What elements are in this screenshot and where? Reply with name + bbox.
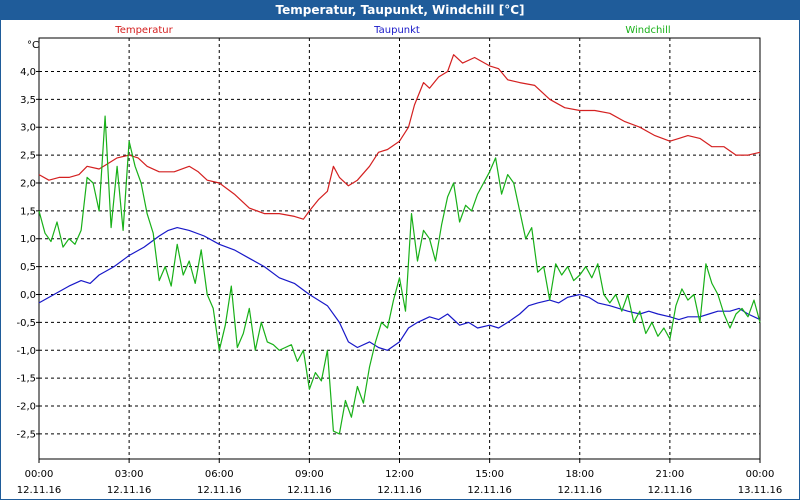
y-tick-label: 0,0 bbox=[20, 290, 36, 301]
y-axis-ticks: -2,5 -2,0 -1,5 -1,0 -0,5 0,0 0,5 1,0 1,5 2,0 2,5 3,… bbox=[16, 67, 39, 440]
x-tick-time-label: 00:00 bbox=[25, 469, 54, 480]
x-tick-time-label: 12:00 bbox=[385, 469, 414, 480]
x-tick-date-label: 12.11.16 bbox=[467, 485, 512, 496]
x-tick-time-label: 09:00 bbox=[295, 469, 324, 480]
y-tick-label: 3,5 bbox=[20, 95, 36, 106]
y-tick-label: 4,0 bbox=[20, 67, 36, 78]
y-tick-label: 0,5 bbox=[20, 262, 36, 273]
x-tick-time-label: 00:00 bbox=[746, 469, 775, 480]
x-tick-time-label: 18:00 bbox=[565, 469, 594, 480]
x-tick-date-label: 13.11.16 bbox=[738, 485, 783, 496]
x-axis-ticks: 00:00 12.11.16 03:00 12.11.16 06:00 12.11.16 0… bbox=[17, 459, 783, 496]
x-tick-date-label: 12.11.16 bbox=[17, 485, 62, 496]
chart-grid bbox=[39, 38, 760, 459]
x-tick-date-label: 12.11.16 bbox=[287, 485, 332, 496]
x-tick-date-label: 12.11.16 bbox=[648, 485, 693, 496]
x-tick-time-label: 15:00 bbox=[475, 469, 504, 480]
series-line-temperatur bbox=[38, 54, 761, 220]
y-tick-label: -0,5 bbox=[16, 318, 36, 329]
x-tick-time-label: 06:00 bbox=[205, 469, 234, 480]
y-tick-label: 1,0 bbox=[20, 234, 36, 245]
y-tick-label: 2,0 bbox=[20, 178, 36, 189]
series-line-taupunkt bbox=[38, 227, 761, 351]
y-axis-label: °C bbox=[27, 40, 39, 51]
x-tick-date-label: 12.11.16 bbox=[377, 485, 422, 496]
y-tick-label: -1,5 bbox=[16, 374, 36, 385]
chart-series bbox=[38, 54, 761, 435]
y-tick-label: -1,0 bbox=[16, 346, 36, 357]
y-tick-label: -2,0 bbox=[16, 402, 36, 413]
legend-entry-temperatur: Temperatur bbox=[114, 25, 173, 36]
chart-legend: Temperatur Taupunkt Windchill bbox=[114, 25, 670, 36]
chart-title: Temperatur, Taupunkt, Windchill [°C] bbox=[0, 0, 800, 20]
legend-entry-taupunkt: Taupunkt bbox=[373, 25, 420, 36]
series-line-windchill bbox=[38, 115, 761, 435]
y-tick-label: 3,0 bbox=[20, 123, 36, 134]
x-tick-date-label: 12.11.16 bbox=[197, 485, 242, 496]
y-tick-label: 1,5 bbox=[20, 206, 36, 217]
x-tick-date-label: 12.11.16 bbox=[107, 485, 152, 496]
x-tick-time-label: 21:00 bbox=[655, 469, 684, 480]
legend-entry-windchill: Windchill bbox=[625, 25, 670, 36]
y-tick-label: -2,5 bbox=[16, 429, 36, 440]
x-tick-date-label: 12.11.16 bbox=[557, 485, 602, 496]
x-tick-time-label: 03:00 bbox=[115, 469, 144, 480]
y-tick-label: 2,5 bbox=[20, 151, 36, 162]
